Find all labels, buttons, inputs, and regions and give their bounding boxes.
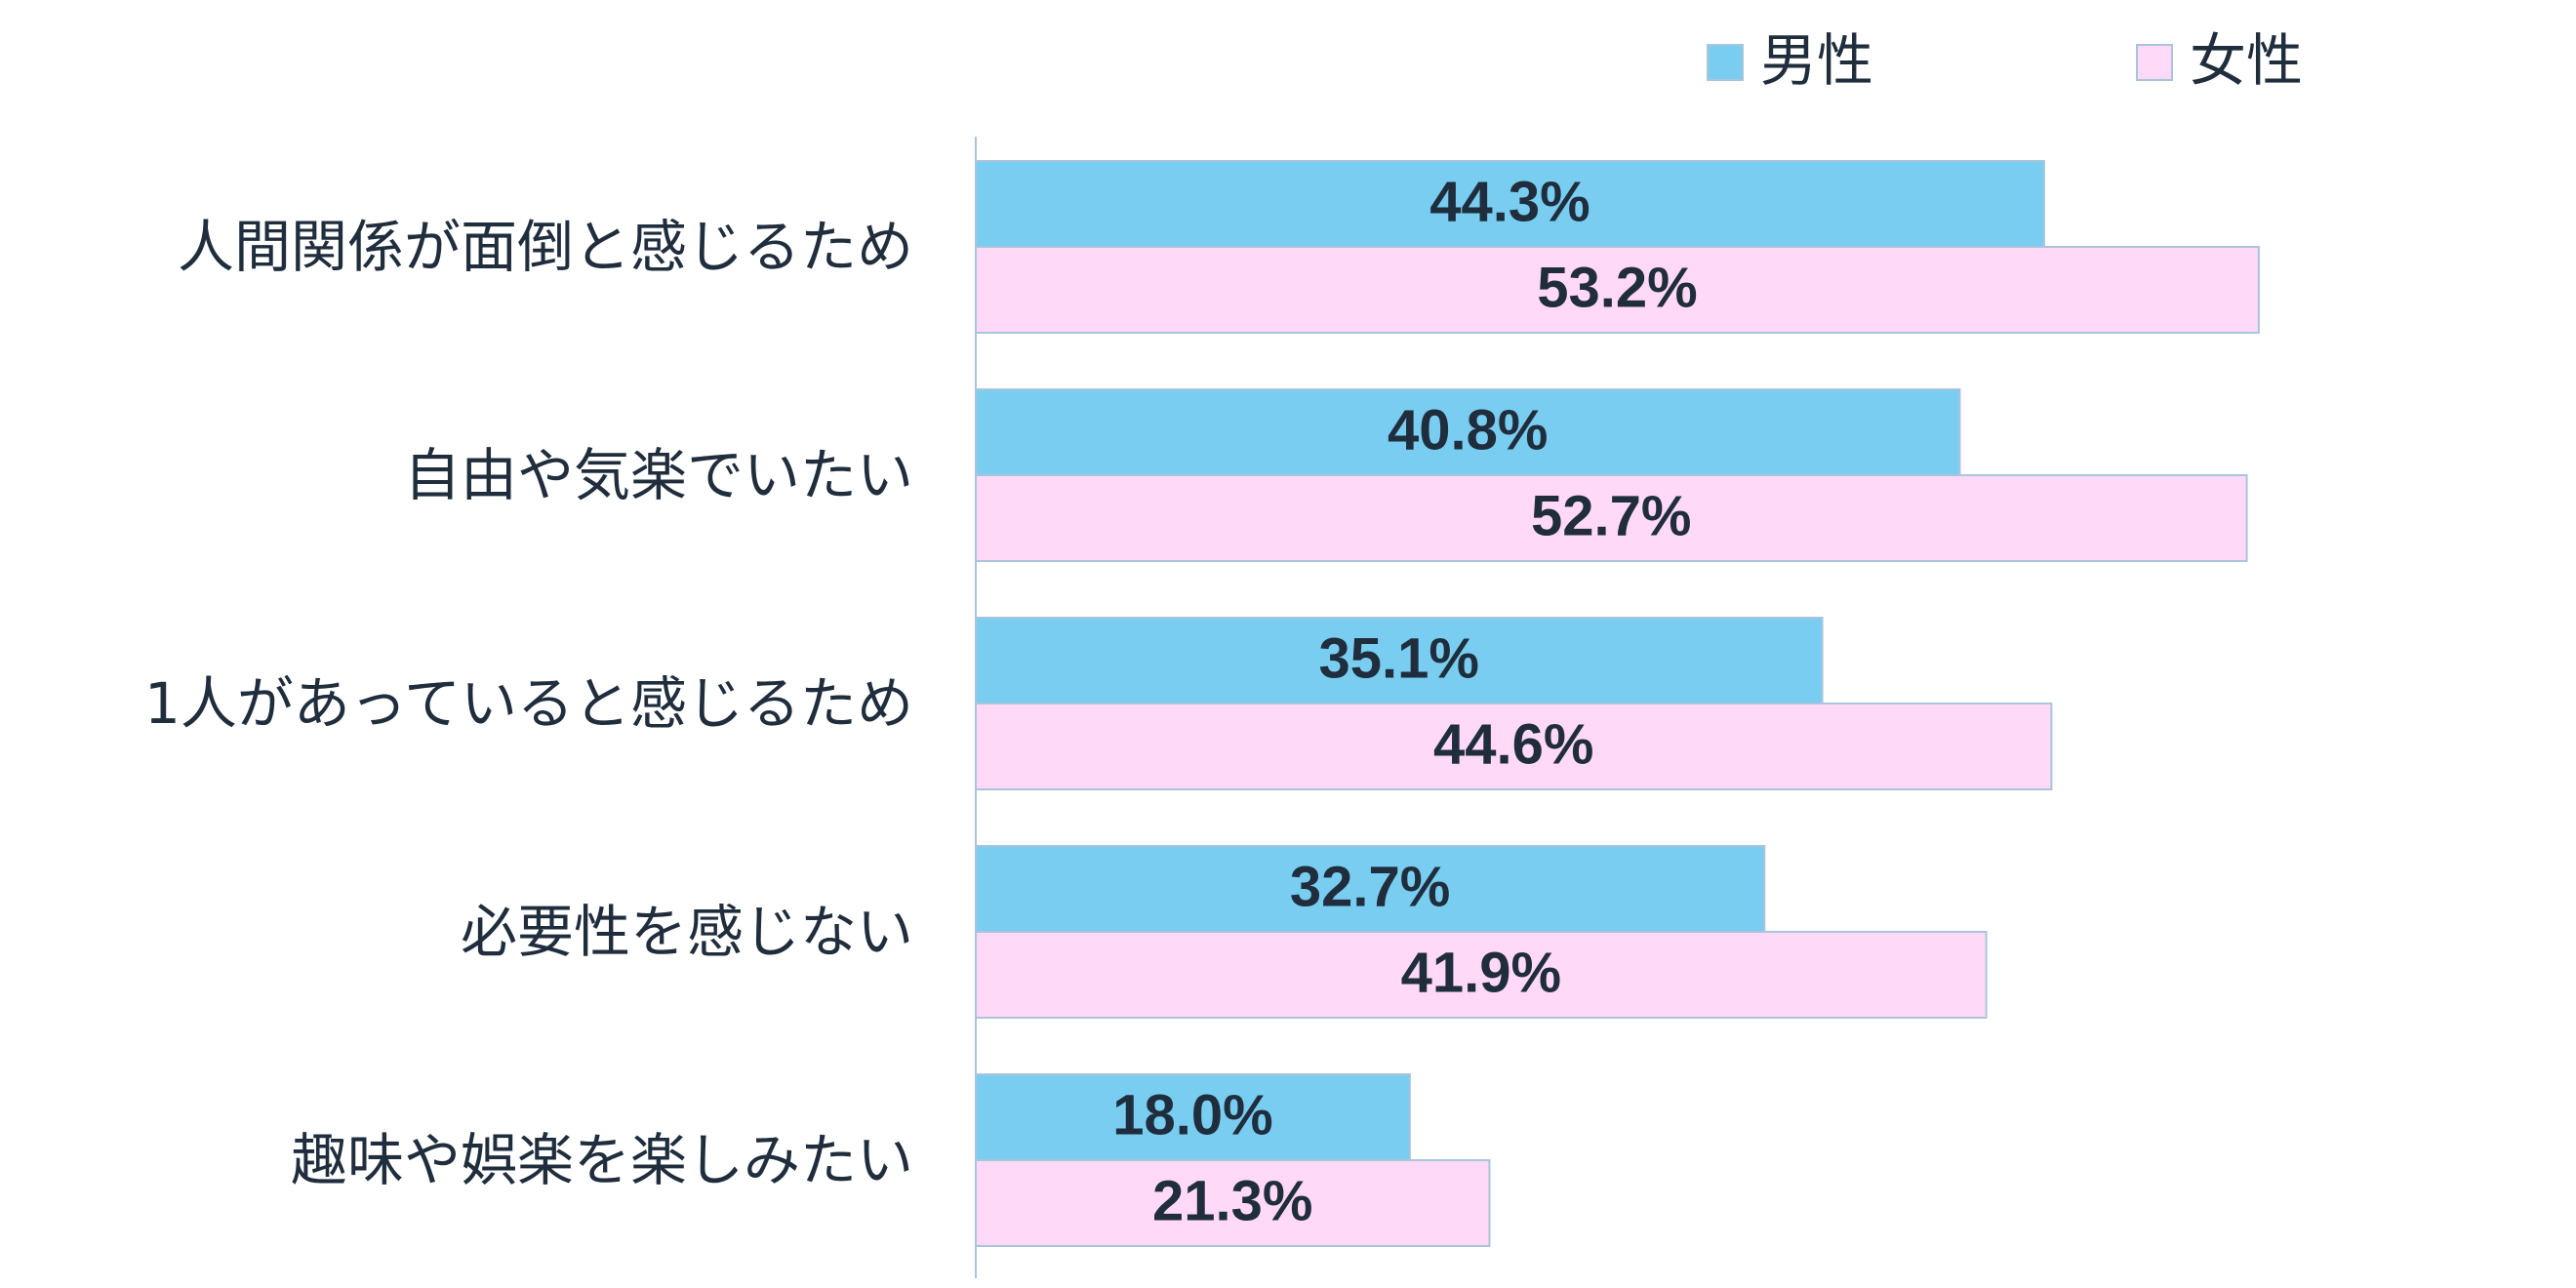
value-label: 32.7% xyxy=(1290,855,1450,918)
category-label: 1人があっていると感じるため xyxy=(144,670,913,737)
value-label: 52.7% xyxy=(1531,484,1691,547)
bar-male xyxy=(975,388,1961,476)
category-label: 人間関係が面倒と感じるため xyxy=(178,214,913,280)
value-label: 44.6% xyxy=(1433,712,1593,776)
bar-female xyxy=(975,474,2248,562)
bar-female xyxy=(975,246,2260,334)
bars xyxy=(975,160,2260,1247)
value-label: 53.2% xyxy=(1537,256,1697,319)
category-label: 必要性を感じない xyxy=(461,899,913,965)
legend-label: 男性 xyxy=(1760,27,1873,94)
value-label: 40.8% xyxy=(1388,398,1548,462)
legend-label: 女性 xyxy=(2190,27,2303,94)
value-label: 35.1% xyxy=(1319,626,1479,690)
bar-male xyxy=(975,617,1824,704)
value-label: 44.3% xyxy=(1429,170,1590,233)
value-labels: 44.3% 53.2% 40.8% 52.7% 35.1% 44.6% 32.7% 41.9%… xyxy=(1112,170,1697,1232)
category-label: 趣味や娯楽を楽しみたい xyxy=(291,1127,913,1193)
legend-swatch-female xyxy=(2136,44,2173,81)
bar-male xyxy=(975,160,2045,248)
category-label: 自由や気楽でいたい xyxy=(404,442,913,508)
bar-female xyxy=(975,703,2053,790)
bar-female xyxy=(975,1159,1491,1247)
value-label: 18.0% xyxy=(1112,1083,1272,1147)
legend-swatch-male xyxy=(1707,44,1744,81)
value-label: 41.9% xyxy=(1401,941,1561,1004)
value-label: 21.3% xyxy=(1152,1169,1312,1232)
chart-legend: 男性 女性 xyxy=(1707,27,2303,94)
